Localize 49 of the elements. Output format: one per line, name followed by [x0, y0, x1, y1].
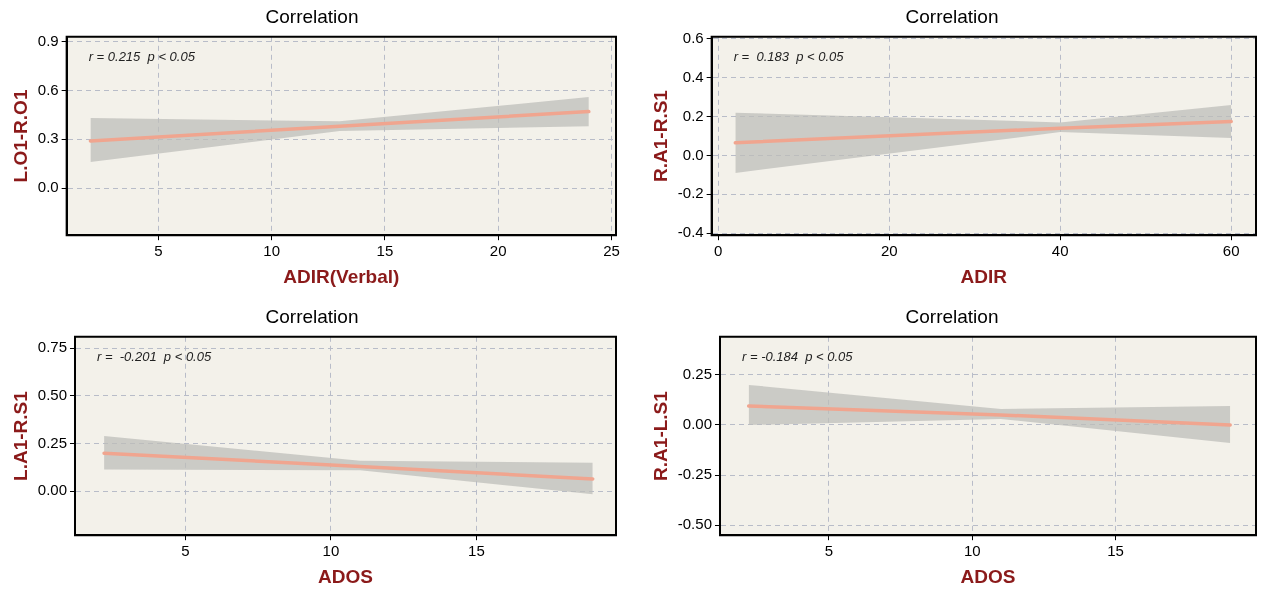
y-tick-label: 0.25: [682, 365, 712, 383]
y-tick-label: 0.6: [37, 80, 59, 98]
x-axis-title: ADOS: [318, 565, 373, 587]
x-tick-label: 20: [489, 242, 507, 260]
y-tick-label: 0.0: [37, 178, 59, 196]
y-tick-label: 0.0: [682, 145, 704, 163]
x-tick-label: 10: [963, 542, 981, 560]
y-tick-label: -0.50: [677, 515, 712, 533]
y-axis-title: L.A1-R.S1: [9, 390, 31, 481]
y-tick-label: -0.25: [677, 465, 712, 483]
chart-title: Correlation: [905, 305, 999, 327]
y-tick-label: 0.2: [682, 106, 704, 124]
y-tick-label: 0.00: [37, 481, 67, 499]
x-axis-title: ADIR(Verbal): [283, 265, 400, 287]
x-tick-label: 5: [824, 542, 834, 560]
annotation: r = 0.215 p < 0.05: [88, 48, 196, 64]
x-tick-label: 15: [376, 242, 394, 260]
x-tick-label: 40: [1051, 242, 1069, 260]
chart-title: Correlation: [265, 305, 359, 327]
y-tick-label: -0.2: [677, 184, 704, 202]
chart-title: Correlation: [265, 5, 359, 27]
y-tick-label: 0.25: [37, 433, 67, 451]
annotation: r = -0.201 p < 0.05: [96, 348, 212, 364]
x-tick-label: 15: [468, 542, 485, 560]
x-tick-label: 5: [181, 542, 190, 560]
y-axis-title: R.A1-L.S1: [649, 390, 671, 481]
x-tick-label: 5: [154, 242, 163, 260]
x-tick-label: 10: [322, 542, 340, 560]
y-axis-title: L.O1-R.O1: [9, 89, 31, 183]
x-tick-label: 15: [1107, 542, 1124, 560]
annotation: r = 0.183 p < 0.05: [733, 48, 845, 64]
y-tick-label: 0.4: [682, 67, 704, 85]
x-tick-label: 20: [880, 242, 898, 260]
y-tick-label: 0.50: [37, 386, 67, 404]
x-axis-title: ADOS: [960, 565, 1016, 587]
y-tick-label: -0.4: [677, 223, 704, 241]
y-tick-label: 0.75: [37, 338, 67, 356]
x-tick-label: 10: [263, 242, 281, 260]
y-tick-label: 0.3: [37, 129, 59, 147]
y-axis-title: R.A1-R.S1: [649, 89, 671, 182]
y-tick-label: 0.6: [682, 28, 704, 46]
x-axis-title: ADIR: [960, 265, 1008, 287]
annotation: r = -0.184 p < 0.05: [741, 348, 854, 364]
x-tick-label: 60: [1222, 242, 1240, 260]
x-tick-label: 0: [714, 242, 723, 260]
y-tick-label: 0.00: [682, 415, 712, 433]
chart-title: Correlation: [905, 5, 999, 27]
y-tick-label: 0.9: [37, 31, 59, 49]
x-tick-label: 25: [603, 242, 620, 260]
